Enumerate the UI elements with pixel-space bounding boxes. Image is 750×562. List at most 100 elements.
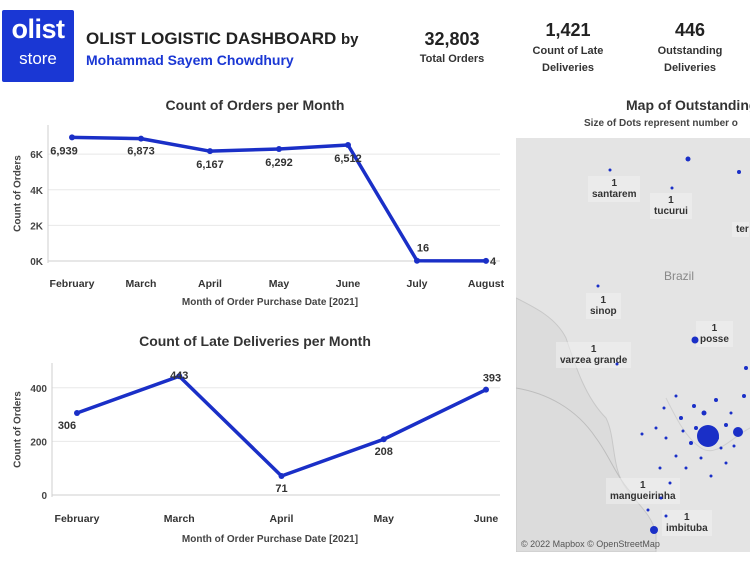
x-tick-label: May bbox=[269, 278, 290, 290]
map-city-count: 1 bbox=[668, 195, 674, 206]
map-country-label: Brazil bbox=[664, 269, 695, 283]
data-point bbox=[345, 142, 351, 149]
map-dot bbox=[681, 429, 685, 433]
y-tick-label: 0 bbox=[41, 491, 47, 502]
data-label: 306 bbox=[58, 420, 76, 432]
map-dot bbox=[664, 514, 668, 518]
late-deliveries-chart: 0 200 400 306 February 443 March 71 April 208 May 3… bbox=[30, 363, 501, 525]
kpi-late-deliveries-value: 1,421 bbox=[545, 20, 591, 40]
map-dot bbox=[744, 366, 748, 370]
x-tick-label: August bbox=[468, 278, 505, 290]
map-city-ter[interactable]: ter bbox=[732, 222, 749, 237]
map-title: Map of Outstanding bbox=[626, 97, 750, 113]
data-label: 208 bbox=[375, 446, 393, 458]
map-city-name: santarem bbox=[592, 189, 637, 200]
x-tick-label: February bbox=[55, 513, 100, 525]
map-dot bbox=[724, 423, 728, 427]
y-tick-label: 2K bbox=[30, 221, 44, 232]
x-tick-label: June bbox=[336, 278, 361, 290]
map-dot bbox=[719, 446, 723, 450]
map-dot bbox=[670, 186, 674, 190]
y-tick-label: 200 bbox=[30, 437, 47, 448]
map-dot bbox=[654, 426, 658, 430]
map-dot bbox=[662, 406, 666, 410]
map-dot bbox=[729, 411, 733, 415]
orders-chart-title: Count of Orders per Month bbox=[165, 97, 345, 113]
map-dot bbox=[699, 456, 703, 460]
kpi-outstanding-value: 446 bbox=[674, 20, 706, 40]
dashboard-title-text: OLIST LOGISTIC DASHBOARD bbox=[86, 29, 337, 48]
data-point bbox=[414, 257, 420, 264]
map-dot bbox=[685, 156, 691, 162]
map-city-mangueirinha[interactable]: 1 mangueirinha bbox=[606, 478, 680, 504]
x-tick-label: April bbox=[198, 278, 222, 290]
map-subtitle: Size of Dots represent number o bbox=[584, 118, 738, 129]
series-line bbox=[76, 374, 487, 478]
late-chart-xlabel: Month of Order Purchase Date [2021] bbox=[181, 534, 359, 545]
map-dot bbox=[694, 426, 698, 430]
late-deliveries-chart-title: Count of Late Deliveries per Month bbox=[139, 333, 371, 349]
map-dot bbox=[732, 444, 736, 448]
map-city-count: 1 bbox=[711, 323, 718, 334]
map-city-count: 1 bbox=[684, 512, 690, 523]
x-tick-label: March bbox=[164, 513, 195, 525]
map-dot bbox=[668, 481, 672, 485]
x-tick-label: February bbox=[50, 278, 95, 290]
data-label: 6,292 bbox=[265, 157, 293, 169]
map-dot bbox=[596, 284, 600, 288]
x-tick-label: April bbox=[270, 513, 294, 525]
data-point bbox=[207, 148, 213, 155]
outstanding-deliveries-map[interactable]: Brazil 1 santarem 1 tucurui ter 1 sinop 1 po… bbox=[516, 138, 750, 552]
kpi-outstanding-label: Outstanding Deliveries bbox=[657, 45, 723, 74]
y-tick-label: 0K bbox=[30, 257, 44, 268]
data-point bbox=[69, 134, 75, 141]
y-tick-label: 400 bbox=[30, 384, 47, 395]
x-tick-label: May bbox=[374, 513, 395, 525]
data-label: 6,167 bbox=[196, 159, 224, 171]
map-dot bbox=[679, 416, 683, 420]
map-city-count: 1 bbox=[640, 480, 646, 491]
map-dot bbox=[689, 441, 693, 445]
data-point bbox=[74, 409, 80, 416]
map-dot bbox=[691, 336, 699, 344]
map-dot bbox=[724, 461, 728, 465]
logo-sub-text: store bbox=[19, 49, 57, 68]
map-dot bbox=[674, 394, 678, 398]
olist-logo bbox=[2, 10, 74, 82]
map-dot bbox=[692, 404, 696, 408]
data-label: 71 bbox=[275, 483, 287, 495]
map-dot bbox=[640, 432, 644, 436]
data-label: 393 bbox=[483, 373, 501, 385]
kpi-total-orders-value: 32,803 bbox=[424, 29, 480, 49]
map-city-posse[interactable]: 1 posse bbox=[696, 321, 733, 347]
data-label: 4 bbox=[490, 256, 497, 268]
map-dot bbox=[608, 168, 612, 172]
map-city-name: ter bbox=[736, 224, 749, 235]
data-label: 6,512 bbox=[334, 153, 362, 165]
map-dot bbox=[684, 466, 688, 470]
data-label: 6,873 bbox=[127, 146, 155, 158]
data-point bbox=[380, 436, 387, 443]
map-dot bbox=[664, 436, 668, 440]
map-dot bbox=[714, 398, 718, 402]
map-dot bbox=[658, 466, 662, 470]
map-city-varzea-grande[interactable]: 1 varzea grande bbox=[556, 342, 632, 368]
data-point bbox=[276, 145, 282, 152]
data-point bbox=[278, 472, 285, 479]
map-city-tucurui[interactable]: 1 tucurui bbox=[650, 193, 692, 219]
kpi-late-deliveries-label: Count of Late Deliveries bbox=[532, 45, 604, 74]
map-dot bbox=[742, 394, 746, 398]
map-city-sinop[interactable]: 1 sinop bbox=[586, 293, 621, 319]
orders-per-month-chart: 0K 2K 4K 6K 6,939 February 6,873 March 6,167 Apri… bbox=[30, 125, 505, 290]
map-city-imbituba[interactable]: 1 imbituba bbox=[662, 510, 712, 536]
map-city-name: imbituba bbox=[666, 523, 708, 534]
orders-chart-xlabel: Month of Order Purchase Date [2021] bbox=[181, 297, 359, 308]
map-city-santarem[interactable]: 1 santarem bbox=[588, 176, 641, 202]
map-dots-layer bbox=[596, 156, 748, 534]
data-point bbox=[483, 257, 489, 264]
data-point bbox=[483, 386, 489, 393]
x-tick-label: June bbox=[474, 513, 499, 525]
map-city-count: 1 bbox=[590, 344, 597, 355]
data-label: 16 bbox=[417, 243, 429, 255]
x-tick-label: July bbox=[406, 278, 427, 290]
